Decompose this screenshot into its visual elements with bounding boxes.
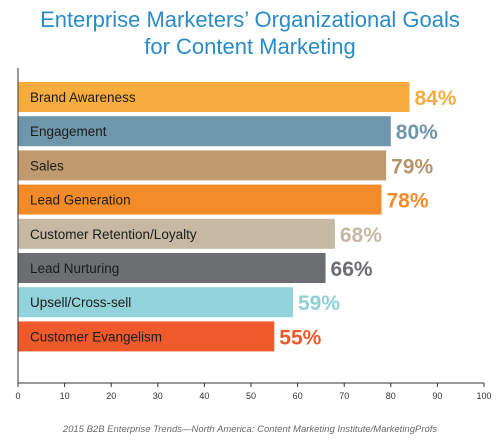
- value-label: 80%: [396, 121, 438, 144]
- value-label: 68%: [340, 224, 382, 247]
- bars-group: Brand Awareness 84% Engagement 80% Sales 79% L…: [18, 82, 457, 352]
- bar-lead-generation: [18, 184, 382, 215]
- category-label: Brand Awareness: [30, 90, 136, 105]
- x-tick-label: 100: [476, 391, 491, 401]
- category-label: Customer Retention/Loyalty: [30, 227, 197, 242]
- x-tick-label: 90: [432, 391, 442, 401]
- x-tick-label: 30: [153, 391, 163, 401]
- bar-upsell-cross-sell: [18, 287, 293, 318]
- value-label: 55%: [279, 326, 321, 349]
- bar-customer-retention-loyalty: [18, 218, 335, 249]
- x-tick-label: 70: [339, 391, 349, 401]
- x-axis: 0 10 20 30 40 50 60 70 80 90 100: [15, 68, 492, 401]
- value-label: 79%: [391, 155, 433, 178]
- value-label: 78%: [386, 190, 428, 213]
- chart-title-line-1: Enterprise Marketers’ Organizational Goa…: [40, 7, 460, 32]
- category-label: Sales: [30, 158, 64, 173]
- value-label: 84%: [414, 87, 456, 110]
- bar-sales: [18, 150, 387, 181]
- x-tick-label: 40: [199, 391, 209, 401]
- bar-lead-nurturing: [18, 253, 326, 283]
- value-label: 66%: [331, 258, 373, 281]
- x-tick-label: 0: [15, 391, 20, 401]
- category-label: Customer Evangelism: [30, 329, 162, 344]
- category-label: Lead Generation: [30, 193, 131, 208]
- bar-customer-evangelism: [18, 321, 275, 352]
- bar-brand-awareness: [18, 82, 410, 112]
- category-label: Engagement: [30, 124, 107, 139]
- x-tick-label: 60: [293, 391, 303, 401]
- x-tick-label: 80: [386, 391, 396, 401]
- x-tick-label: 20: [106, 391, 116, 401]
- source-footnote: 2015 B2B Enterprise Trends—North America…: [62, 424, 438, 435]
- x-tick-label: 10: [60, 391, 70, 401]
- x-tick-label: 50: [246, 391, 256, 401]
- category-label: Upsell/Cross-sell: [30, 295, 131, 310]
- chart-title: Enterprise Marketers’ Organizational Goa…: [0, 6, 500, 60]
- chart-title-line-2: for Content Marketing: [144, 34, 356, 59]
- bar-engagement: [18, 116, 391, 147]
- value-label: 59%: [298, 292, 340, 315]
- category-label: Lead Nurturing: [30, 261, 119, 276]
